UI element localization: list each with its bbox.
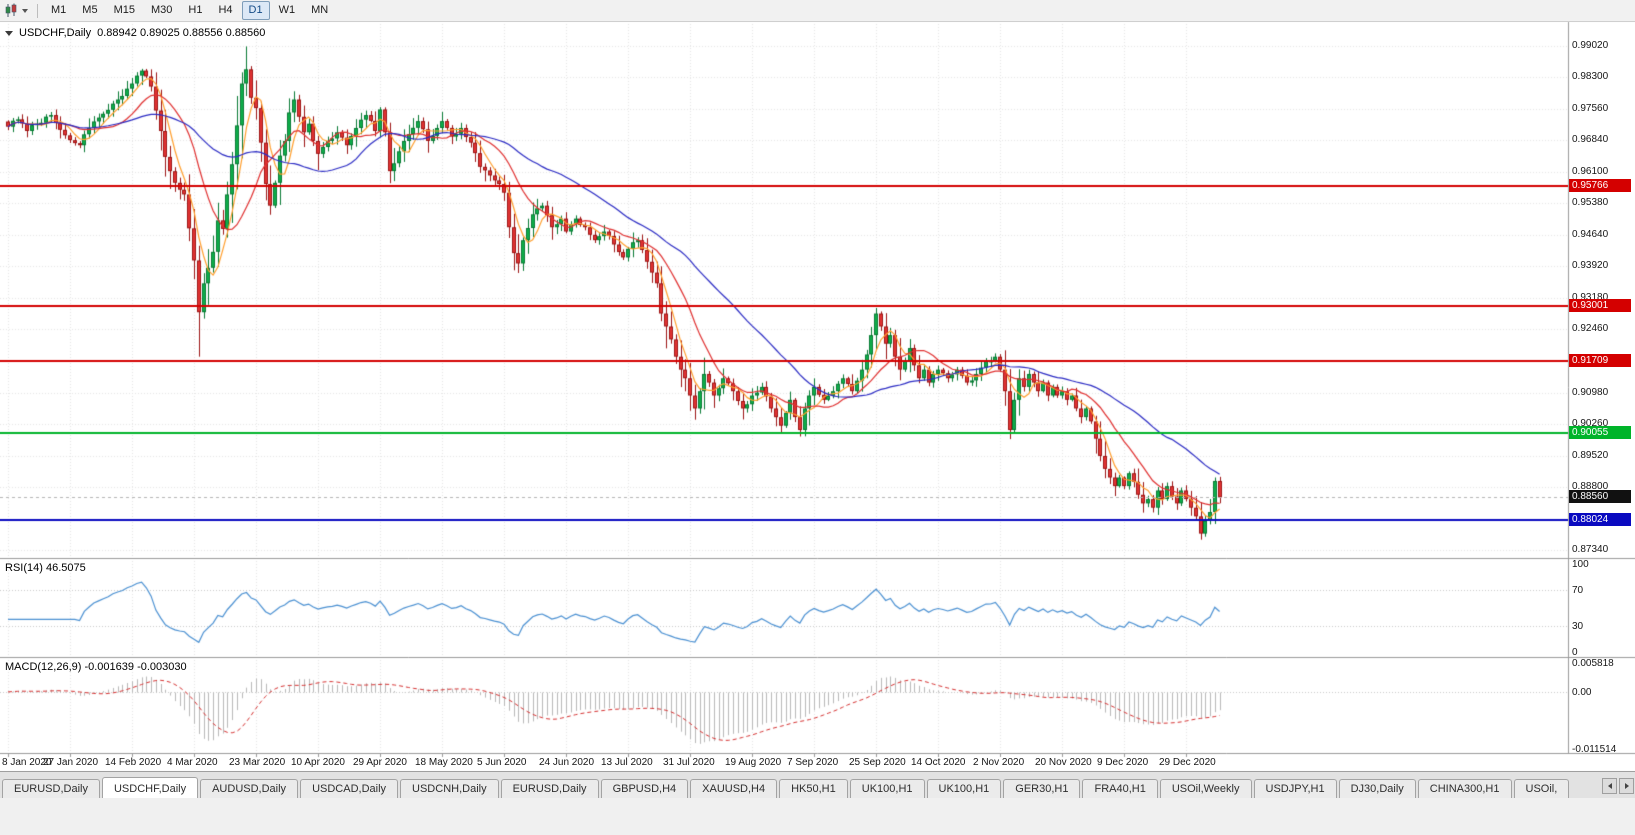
level-price-badge[interactable]: 0.93001 [1569, 299, 1631, 312]
timeframe-button-m30[interactable]: M30 [150, 4, 173, 16]
chart-tabbar: EURUSD,Daily USDCHF,Daily AUDUSD,Daily USDC… [0, 771, 1635, 798]
tab-scroll-right-button[interactable] [1619, 778, 1634, 794]
chart-tab-usoil[interactable]: USOil, [1513, 779, 1570, 798]
chart-tab-fra40-h1[interactable]: FRA40,H1 [1082, 779, 1158, 798]
chart-tab-usdcad-daily[interactable]: USDCAD,Daily [300, 779, 399, 798]
timeframe-button-mn[interactable]: MN [311, 4, 329, 16]
timeframe-buttons-group: M1 M5 M15 M30 H1 H4 D1 W1 MN [43, 1, 336, 20]
chart-tab-usdjpy-h1[interactable]: USDJPY,H1 [1253, 779, 1337, 798]
timeframe-button-d1[interactable]: D1 [241, 1, 270, 20]
timeframe-button-w1[interactable]: W1 [278, 4, 296, 16]
timeframe-button-h4[interactable]: H4 [218, 4, 233, 16]
timeframe-button-m5[interactable]: M5 [82, 4, 98, 16]
chart-tab-gbpusd-h4[interactable]: GBPUSD,H4 [600, 779, 689, 798]
chart-tab-eurusd-daily[interactable]: EURUSD,Daily [2, 779, 100, 798]
chart-tab-china300-h1[interactable]: CHINA300,H1 [1417, 779, 1512, 798]
chart-tab-audusd-daily[interactable]: AUDUSD,Daily [200, 779, 299, 798]
chart-tab-eurusd-daily[interactable]: EURUSD,Daily [500, 779, 599, 798]
chart-tab-uk100-h1[interactable]: UK100,H1 [849, 779, 925, 798]
chart-tab-dj30-daily[interactable]: DJ30,Daily [1338, 779, 1416, 798]
level-price-badge[interactable]: 0.91709 [1569, 354, 1631, 367]
level-price-badge[interactable]: 0.90055 [1569, 426, 1631, 439]
level-price-badge[interactable]: 0.88024 [1569, 513, 1631, 526]
timeframe-button-m1[interactable]: M1 [51, 4, 67, 16]
toolbar: M1 M5 M15 M30 H1 H4 D1 W1 MN [0, 0, 1635, 22]
tab-scroll-left-button[interactable] [1602, 778, 1617, 794]
chart-type-caret-icon[interactable] [22, 8, 28, 13]
arrow-right-icon [1624, 783, 1629, 789]
arrow-left-icon [1607, 783, 1612, 789]
level-price-badge[interactable]: 0.95766 [1569, 179, 1631, 192]
candlestick-chart-icon[interactable] [4, 3, 20, 18]
chart-tab-xauusd-h4[interactable]: XAUUSD,H4 [690, 779, 778, 798]
chart-tab-hk50-h1[interactable]: HK50,H1 [779, 779, 848, 798]
timeframe-button-h1[interactable]: H1 [188, 4, 203, 16]
chart-tab-usdchf-daily[interactable]: USDCHF,Daily [101, 777, 199, 798]
chart-tab-ger30-h1[interactable]: GER30,H1 [1003, 779, 1081, 798]
toolbar-separator [37, 3, 38, 18]
chart-tab-usoil-weekly[interactable]: USOil,Weekly [1159, 779, 1252, 798]
chart-tabs-group: EURUSD,Daily USDCHF,Daily AUDUSD,Daily USDC… [0, 772, 1570, 798]
chart-tab-uk100-h1[interactable]: UK100,H1 [926, 779, 1002, 798]
timeframe-button-m15[interactable]: M15 [113, 4, 135, 16]
chart-tab-usdcnh-daily[interactable]: USDCNH,Daily [400, 779, 499, 798]
tab-scroll-arrows [1602, 778, 1634, 794]
